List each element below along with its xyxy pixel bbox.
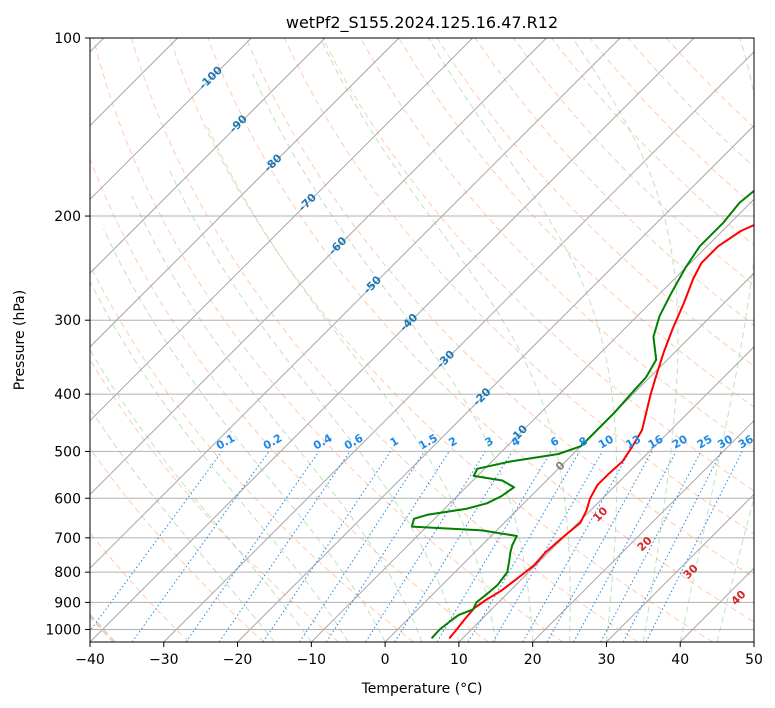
y-tick-label: 700 <box>54 531 81 547</box>
isotherm <box>90 38 547 496</box>
moist-adiabat <box>319 38 571 642</box>
dry-adiabat <box>92 38 564 642</box>
dry-adiabats <box>90 38 754 642</box>
isotherm <box>237 124 754 642</box>
dry-adiabat <box>245 38 754 579</box>
moist-adiabat <box>103 228 386 642</box>
dry-adiabat <box>90 263 414 642</box>
isotherm <box>163 51 754 642</box>
y-tick-label: 800 <box>54 565 81 581</box>
x-tick-label: −20 <box>223 652 253 668</box>
x-tick-label: 30 <box>598 652 616 668</box>
y-tick-label: 100 <box>54 31 81 47</box>
isotherm <box>90 38 621 569</box>
x-tick-label: 0 <box>381 652 390 668</box>
x-tick-label: −30 <box>149 652 179 668</box>
mixing-ratio-lines <box>90 451 743 642</box>
moist-adiabat <box>252 73 534 642</box>
dry-adiabat <box>90 358 339 642</box>
y-tick-label: 600 <box>54 491 81 507</box>
isotherms <box>90 38 754 642</box>
mixing-ratio-line <box>185 451 320 642</box>
x-tick-label: 50 <box>745 652 763 668</box>
y-axis-ticks: 100 200 300 400 500 600 700 800 900 1000 <box>45 31 90 638</box>
y-axis-title: Pressure (hPa) <box>12 290 28 390</box>
moist-adiabat <box>90 348 312 642</box>
mixing-ratio-line <box>492 451 603 642</box>
x-tick-label: 10 <box>450 652 468 668</box>
x-tick-label: 40 <box>671 652 689 668</box>
temperature-line <box>448 223 754 639</box>
dry-adiabat <box>207 38 754 623</box>
pressure-gridlines <box>90 38 754 630</box>
chart-title: wetPf2_S155.2024.125.16.47.R12 <box>286 13 558 33</box>
x-axis-ticks: −40 −30 −20 −10 0 10 20 30 40 50 <box>75 642 763 668</box>
y-tick-label: 300 <box>54 313 81 329</box>
dry-adiabat <box>398 38 754 408</box>
mixing-ratio-line <box>90 451 223 632</box>
mixing-ratio-line <box>394 451 513 642</box>
moist-adiabat <box>679 38 754 642</box>
y-tick-label: 400 <box>54 387 81 403</box>
moist-adiabat <box>167 166 460 642</box>
isotherm <box>90 38 326 274</box>
x-axis-title: Temperature (°C) <box>361 681 483 697</box>
plot-frame <box>89 37 755 643</box>
dry-adiabat <box>283 38 754 535</box>
moist-adiabat <box>428 38 618 642</box>
x-tick-label: −40 <box>75 652 105 668</box>
x-tick-label: −10 <box>297 652 327 668</box>
isotherm <box>90 38 400 348</box>
y-tick-label: 200 <box>54 209 81 225</box>
sounding-traces <box>411 189 754 639</box>
y-tick-label: 900 <box>54 595 81 611</box>
isotherm <box>384 272 754 642</box>
isotherm <box>310 198 754 642</box>
dewpoint-line <box>411 189 754 639</box>
dry-adiabat <box>322 38 754 492</box>
mixing-ratio-line <box>326 451 450 642</box>
x-tick-label: 20 <box>524 652 542 668</box>
moist-adiabat <box>131 195 423 642</box>
mixing-ratio-line <box>573 451 677 642</box>
mixing-ratio-line <box>131 451 270 642</box>
mixing-ratio-line <box>436 451 552 642</box>
mixing-ratio-line <box>546 451 653 642</box>
plot-area <box>90 38 754 642</box>
dry-adiabat <box>512 38 754 286</box>
mixing-ratio-line <box>467 451 581 642</box>
isotherm <box>90 38 252 201</box>
mixing-ratio-line <box>218 451 351 642</box>
dry-adiabat <box>131 38 639 642</box>
dry-adiabat <box>90 447 265 642</box>
dry-adiabat <box>169 38 713 642</box>
y-tick-label: 500 <box>54 444 81 460</box>
mixing-ratio-line <box>522 451 631 642</box>
dry-adiabat <box>474 38 754 326</box>
mixing-ratio-line <box>365 451 486 642</box>
moist-adiabat <box>572 38 679 642</box>
isotherm <box>606 493 754 642</box>
isotherm <box>532 419 754 642</box>
moist-adiabat <box>90 407 275 642</box>
moist-adiabat <box>90 280 349 642</box>
moist-adiabat <box>716 496 754 642</box>
y-tick-label: 1000 <box>45 622 81 638</box>
dry-adiabat <box>436 38 754 367</box>
isotherm <box>90 38 695 642</box>
isotherm <box>90 38 474 422</box>
